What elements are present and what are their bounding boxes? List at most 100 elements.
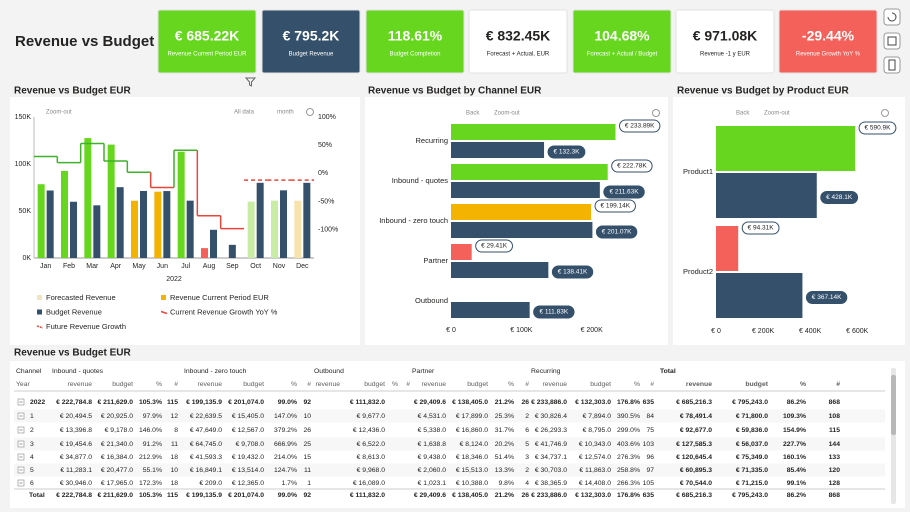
y-tick-label: 150K [15,114,32,121]
x-tick-label: Sep [226,263,239,270]
table-cell: € 17,965.0 [101,480,133,487]
table-cell: € 30,703.0 [535,467,567,474]
table-cell: 2 [30,427,34,434]
y-tick-label: Outbound [415,296,448,305]
table-cell: 6 [525,427,529,434]
zoom-out-button[interactable]: Zoom-out [764,111,790,117]
zoom-out-button[interactable]: Zoom-out [46,110,72,116]
table-group-header: Total [660,368,676,375]
value-label-box [475,239,513,253]
value-label: € 199.14K [600,203,630,210]
kpi-label: Budget Revenue [289,52,334,58]
table-cell: € 92,677.0 [680,427,712,434]
x-tick-label: € 100K [510,327,533,334]
chart-title: Revenue vs Budget by Product EUR [677,86,849,97]
granularity-selector[interactable]: month [277,110,294,116]
table-cell: € 13,396.8 [60,427,92,434]
bar [46,190,54,258]
bar [303,182,311,258]
bar [294,200,302,258]
table-cell: € 685,216.3 [676,492,712,499]
table-cell: € 685,216.3 [676,399,712,406]
table-cell: 86.2% [787,492,806,499]
value-label: € 132.3K [553,149,580,156]
table-cell: 21.2% [495,399,514,406]
table-cell: 1 [30,413,34,420]
bar [84,138,92,258]
calendar-button[interactable] [883,32,901,50]
table-column-header: # [307,381,311,388]
table-cell: € 138,405.0 [452,399,488,406]
table-cell: 4 [525,480,529,487]
kpi-label: Budget Completion [389,52,440,58]
back-button[interactable]: Back [466,111,480,117]
back-button[interactable]: Back [736,111,750,117]
panel [10,361,905,508]
table-column-header: budget [112,381,133,388]
x-tick-label: € 0 [711,328,721,335]
table-cell: € 132,303.0 [575,399,611,406]
chart-title: Revenue vs Budget EUR [14,86,131,97]
legend-label: Future Revenue Growth [46,322,126,331]
table-cell: € 201,074.0 [228,492,264,499]
bar [228,244,236,258]
table-cell: 176.8% [617,399,640,406]
info-icon[interactable] [881,109,889,117]
y-tick-label: Inbound - zero touch [379,216,448,225]
legend-swatch [160,310,168,315]
x-tick-label: Nov [273,263,286,270]
x-group-label: 2022 [166,276,182,283]
zoom-out-button[interactable]: Zoom-out [494,111,520,117]
x-tick-label: Jul [181,263,190,270]
table-cell: 26 [521,492,529,499]
table-group-header: Partner [412,368,435,375]
table-cell: 12 [170,413,178,420]
export-button[interactable] [883,56,901,74]
table-cell: € 9,677.0 [357,413,386,420]
table-cell: € 41,746.9 [535,441,567,448]
kpi-card [778,9,878,74]
table-cell: 299.0% [617,427,640,434]
table-cell: 146.0% [139,427,162,434]
kpi-card [468,9,568,74]
table-cell: 9.8% [499,480,515,487]
legend-label: Current Revenue Growth YoY % [170,307,278,316]
kpi-card [157,9,257,74]
table-cell: 10 [170,467,178,474]
value-label: € 111.83K [540,309,569,316]
y-tick-label: Inbound - quotes [392,176,449,185]
x-tick-label: € 200K [752,328,775,335]
bar [37,184,45,258]
bar [140,190,147,258]
info-icon[interactable] [652,109,660,117]
refresh-button[interactable] [883,8,901,26]
range-selector[interactable]: All data [234,110,255,116]
table-cell: € 8,795.0 [583,427,612,434]
table-group-header: Recurring [531,368,561,375]
table-cell: 6 [30,480,34,487]
bar [716,226,739,271]
side-buttons[interactable] [883,8,901,74]
table-cell: € 12,365.0 [232,480,264,487]
table-cell: 11 [171,441,178,448]
table-cell: 144 [829,441,841,448]
info-icon[interactable] [306,108,314,116]
value-label: € 233.89K [625,123,655,130]
table-cell: 2 [525,467,529,474]
export-icon [888,59,896,71]
value-label-box [611,159,653,173]
table-cell: 13.3% [495,467,514,474]
value-label-box [551,265,594,279]
table-cell: € 1,638.8 [418,441,447,448]
table-cell: 96 [646,454,654,461]
scrollbar-thumb[interactable] [891,375,896,435]
bar [451,244,472,260]
value-label-box [547,145,586,159]
table-cell: € 34,737.1 [535,454,567,461]
table-cell: 227.7% [783,441,806,448]
table-cell: € 15,513.0 [456,467,488,474]
kpi-card [675,9,775,74]
filter-icon[interactable] [244,77,257,87]
bar [201,248,208,258]
table-cell: 92 [303,492,311,499]
